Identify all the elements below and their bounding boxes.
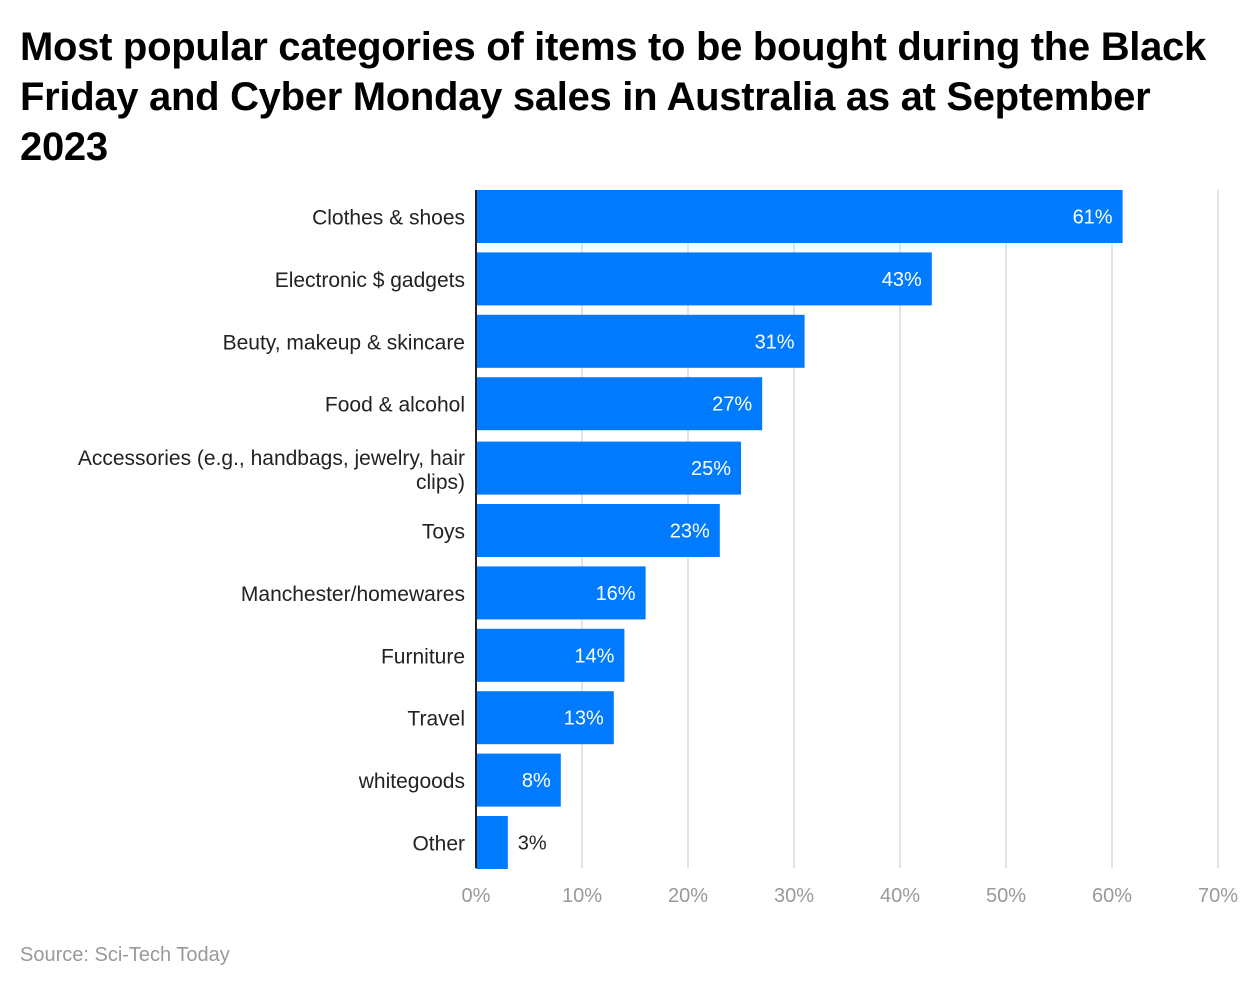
category-label: Electronic $ gadgets — [275, 269, 465, 292]
bar — [476, 628, 625, 682]
category-label: Manchester/homewares — [241, 583, 465, 606]
data-label: 16% — [596, 583, 636, 605]
data-label: 14% — [574, 645, 614, 667]
category-label: Toys — [422, 521, 465, 544]
category-label: clips) — [416, 471, 465, 494]
bar — [476, 314, 805, 368]
data-label: 61% — [1073, 207, 1113, 229]
x-tick-label: 10% — [562, 885, 602, 907]
data-label: 43% — [882, 269, 922, 291]
x-tick-label: 20% — [668, 885, 708, 907]
chart-title: Most popular categories of items to be b… — [20, 25, 1206, 169]
category-label: Beuty, makeup & skincare — [223, 331, 465, 354]
data-label: 27% — [712, 394, 752, 416]
category-label: Other — [412, 833, 465, 856]
category-label: Clothes & shoes — [312, 207, 465, 230]
category-label: whitegoods — [358, 770, 465, 793]
data-label: 25% — [691, 458, 731, 480]
bar — [476, 377, 763, 431]
data-label: 3% — [518, 833, 547, 855]
source-note: Source: Sci-Tech Today — [20, 944, 230, 966]
category-label: Food & alcohol — [325, 394, 465, 417]
x-tick-label: 50% — [986, 885, 1026, 907]
bar — [476, 190, 1123, 243]
bar — [476, 691, 614, 745]
x-tick-label: 0% — [462, 885, 491, 907]
x-tick-label: 40% — [880, 885, 920, 907]
x-tick-label: 70% — [1198, 885, 1238, 907]
x-tick-label: 60% — [1092, 885, 1132, 907]
bar — [476, 252, 932, 306]
category-label: Furniture — [381, 645, 465, 668]
data-label: 31% — [755, 331, 795, 353]
data-label: 8% — [522, 770, 551, 792]
bar — [476, 816, 508, 869]
bar — [476, 566, 646, 620]
data-label: 13% — [564, 708, 604, 730]
bar — [476, 753, 561, 807]
bar — [476, 441, 741, 495]
category-label: Travel — [407, 708, 465, 731]
x-tick-label: 30% — [774, 885, 814, 907]
category-label: Accessories (e.g., handbags, jewelry, ha… — [78, 447, 465, 470]
data-label: 23% — [670, 521, 710, 543]
bar — [476, 504, 720, 557]
